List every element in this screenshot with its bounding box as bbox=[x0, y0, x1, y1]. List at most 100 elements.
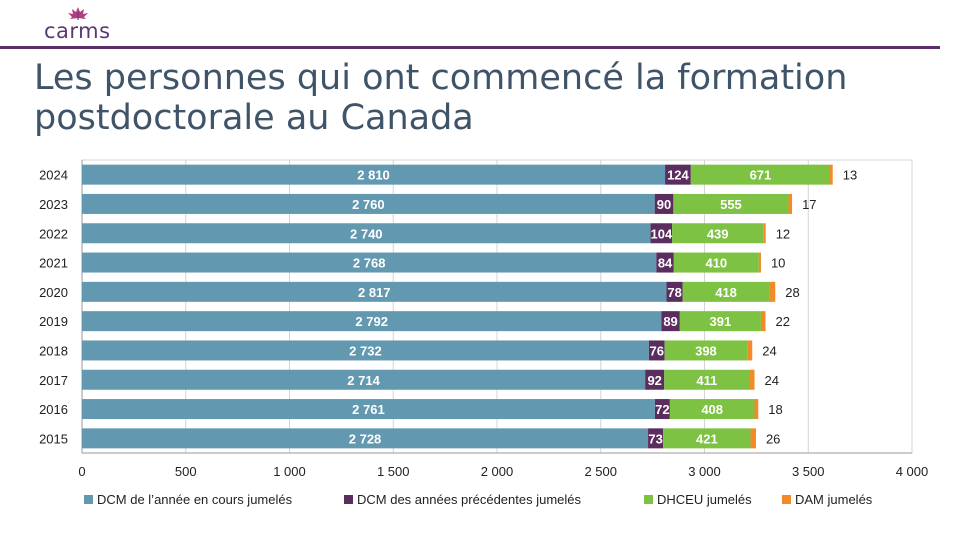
header-rule bbox=[0, 46, 940, 49]
bar-segment bbox=[690, 164, 831, 185]
data-label: 2 761 bbox=[352, 402, 385, 417]
data-label: 24 bbox=[762, 343, 776, 358]
bar-segment bbox=[672, 223, 764, 244]
bar-segment bbox=[763, 223, 766, 244]
stacked-bar-chart: 0 500 1 000 1 500 2 000 2 500 3 000 3 500 4 000 2… bbox=[39, 159, 929, 507]
x-tick-label: 0 bbox=[78, 464, 85, 479]
bar-segment bbox=[648, 340, 665, 361]
bar-segment bbox=[82, 164, 666, 185]
y-tick-label: 2016 bbox=[39, 402, 68, 417]
bar-segment bbox=[754, 399, 759, 420]
data-label: 410 bbox=[705, 256, 727, 271]
maple-leaf-icon bbox=[68, 7, 88, 20]
data-label: 2 732 bbox=[349, 343, 382, 358]
bar-segment bbox=[749, 369, 755, 390]
bar-segment bbox=[661, 311, 680, 332]
bar-segment bbox=[664, 340, 748, 361]
x-tick-label: 3 000 bbox=[688, 464, 721, 479]
data-label: 17 bbox=[802, 197, 816, 212]
bar-segment bbox=[82, 281, 667, 302]
bar-segment bbox=[758, 252, 761, 273]
legend-label: DHCEU jumelés bbox=[657, 492, 752, 507]
legend-swatch bbox=[644, 495, 653, 504]
bar-segment bbox=[654, 193, 674, 214]
data-label: 13 bbox=[843, 168, 857, 183]
page-title: Les personnes qui ont commencé la format… bbox=[34, 58, 848, 138]
data-label: 76 bbox=[650, 343, 664, 358]
bar-segment bbox=[666, 281, 683, 302]
data-label: 391 bbox=[710, 314, 732, 329]
data-label: 2 817 bbox=[358, 285, 391, 300]
data-label: 411 bbox=[696, 373, 717, 388]
bar-segment bbox=[682, 281, 770, 302]
y-tick-label: 2021 bbox=[39, 256, 68, 271]
data-label: 124 bbox=[667, 168, 689, 183]
legend-label: DAM jumelés bbox=[795, 492, 873, 507]
data-label: 12 bbox=[776, 226, 790, 241]
data-label: 2 810 bbox=[357, 168, 390, 183]
carms-logo: carms bbox=[44, 6, 114, 43]
data-label: 84 bbox=[658, 256, 673, 271]
data-label: 73 bbox=[648, 431, 662, 446]
x-tick-label: 4 000 bbox=[896, 464, 929, 479]
bar-segment bbox=[673, 252, 759, 273]
y-tick-label: 2019 bbox=[39, 314, 68, 329]
data-label: 2 740 bbox=[350, 226, 383, 241]
data-label: 2 714 bbox=[347, 373, 380, 388]
bar-segment bbox=[664, 369, 750, 390]
bar-segment bbox=[650, 223, 673, 244]
x-tick-label: 2 000 bbox=[481, 464, 514, 479]
data-label: 555 bbox=[720, 197, 742, 212]
data-label: 398 bbox=[695, 343, 717, 358]
data-label: 22 bbox=[776, 314, 790, 329]
data-label: 2 792 bbox=[355, 314, 388, 329]
data-label: 78 bbox=[667, 285, 681, 300]
y-tick-label: 2024 bbox=[39, 168, 68, 183]
data-label: 671 bbox=[750, 168, 772, 183]
data-label: 104 bbox=[650, 226, 672, 241]
x-tick-label: 500 bbox=[175, 464, 197, 479]
bar-segment bbox=[82, 252, 657, 273]
data-label: 2 760 bbox=[352, 197, 385, 212]
bar-segment bbox=[747, 340, 753, 361]
y-tick-label: 2020 bbox=[39, 285, 68, 300]
legend-swatch bbox=[782, 495, 791, 504]
bar-segment bbox=[760, 311, 766, 332]
y-tick-label: 2018 bbox=[39, 343, 68, 358]
data-label: 89 bbox=[663, 314, 677, 329]
y-tick-label: 2015 bbox=[39, 431, 68, 446]
bar-segment bbox=[648, 428, 664, 449]
data-label: 90 bbox=[657, 197, 671, 212]
bar-segment bbox=[82, 340, 649, 361]
bar-segment bbox=[82, 369, 646, 390]
bar-segment bbox=[665, 164, 691, 185]
data-label: 10 bbox=[771, 256, 785, 271]
data-label: 439 bbox=[707, 226, 729, 241]
data-label: 18 bbox=[768, 402, 782, 417]
data-label: 418 bbox=[715, 285, 737, 300]
legend-swatch bbox=[344, 495, 353, 504]
legend-label: DCM de l’année en cours jumelés bbox=[97, 492, 293, 507]
x-tick-label: 1 500 bbox=[377, 464, 410, 479]
x-tick-label: 2 500 bbox=[584, 464, 617, 479]
bar-segment bbox=[645, 369, 665, 390]
data-label: 24 bbox=[765, 373, 779, 388]
x-tick-label: 1 000 bbox=[273, 464, 306, 479]
data-label: 2 728 bbox=[349, 431, 382, 446]
x-tick-label: 3 500 bbox=[792, 464, 825, 479]
bar-segment bbox=[82, 311, 662, 332]
data-label: 26 bbox=[766, 431, 780, 446]
bar-segment bbox=[82, 223, 651, 244]
y-tick-label: 2023 bbox=[39, 197, 68, 212]
bar-segment bbox=[82, 399, 655, 420]
data-label: 92 bbox=[647, 373, 661, 388]
data-label: 72 bbox=[655, 402, 669, 417]
bar-segment bbox=[654, 399, 670, 420]
bar-segment bbox=[663, 428, 751, 449]
bar-segment bbox=[82, 428, 649, 449]
bar-segment bbox=[679, 311, 761, 332]
y-tick-label: 2017 bbox=[39, 373, 68, 388]
data-label: 421 bbox=[696, 431, 718, 446]
logo-text: carms bbox=[44, 19, 111, 43]
legend-label: DCM des années précédentes jumelés bbox=[357, 492, 582, 507]
